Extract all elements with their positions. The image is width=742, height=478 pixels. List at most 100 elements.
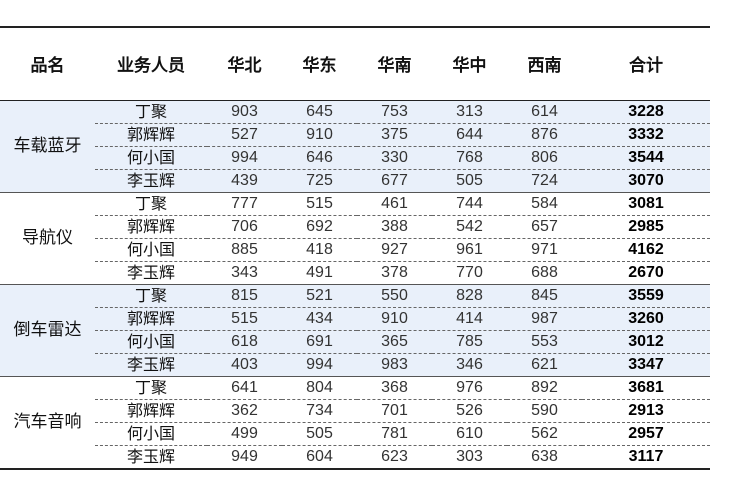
salesperson-cell[interactable]: 李玉辉: [95, 261, 207, 285]
region-value-cell[interactable]: 657: [507, 215, 582, 239]
salesperson-cell[interactable]: 何小国: [95, 146, 207, 170]
total-cell[interactable]: 3544: [582, 146, 710, 170]
region-value-cell[interactable]: 994: [207, 146, 282, 170]
salesperson-cell[interactable]: 李玉辉: [95, 445, 207, 470]
region-value-cell[interactable]: 378: [357, 261, 432, 285]
region-value-cell[interactable]: 461: [357, 192, 432, 216]
total-cell[interactable]: 4162: [582, 238, 710, 262]
region-value-cell[interactable]: 927: [357, 238, 432, 262]
region-value-cell[interactable]: 961: [432, 238, 507, 262]
region-value-cell[interactable]: 910: [357, 307, 432, 331]
total-cell[interactable]: 3347: [582, 353, 710, 377]
total-cell[interactable]: 3332: [582, 123, 710, 147]
region-value-cell[interactable]: 303: [432, 445, 507, 470]
region-value-cell[interactable]: 388: [357, 215, 432, 239]
region-value-cell[interactable]: 645: [282, 100, 357, 124]
region-value-cell[interactable]: 785: [432, 330, 507, 354]
region-value-cell[interactable]: 706: [207, 215, 282, 239]
region-value-cell[interactable]: 618: [207, 330, 282, 354]
region-value-cell[interactable]: 562: [507, 422, 582, 446]
region-value-cell[interactable]: 623: [357, 445, 432, 470]
region-value-cell[interactable]: 621: [507, 353, 582, 377]
header-total[interactable]: 合计: [582, 26, 710, 101]
region-value-cell[interactable]: 688: [507, 261, 582, 285]
region-value-cell[interactable]: 971: [507, 238, 582, 262]
product-name-cell[interactable]: 汽车音响: [0, 376, 95, 470]
region-value-cell[interactable]: 734: [282, 399, 357, 423]
product-name-cell[interactable]: 导航仪: [0, 192, 95, 285]
region-value-cell[interactable]: 724: [507, 169, 582, 193]
region-value-cell[interactable]: 375: [357, 123, 432, 147]
salesperson-cell[interactable]: 郭辉辉: [95, 215, 207, 239]
header-salesperson[interactable]: 业务人员: [95, 26, 207, 101]
total-cell[interactable]: 2670: [582, 261, 710, 285]
region-value-cell[interactable]: 983: [357, 353, 432, 377]
region-value-cell[interactable]: 725: [282, 169, 357, 193]
salesperson-cell[interactable]: 郭辉辉: [95, 123, 207, 147]
region-value-cell[interactable]: 691: [282, 330, 357, 354]
region-value-cell[interactable]: 987: [507, 307, 582, 331]
region-value-cell[interactable]: 777: [207, 192, 282, 216]
region-value-cell[interactable]: 584: [507, 192, 582, 216]
region-value-cell[interactable]: 677: [357, 169, 432, 193]
salesperson-cell[interactable]: 丁聚: [95, 376, 207, 400]
region-value-cell[interactable]: 550: [357, 284, 432, 308]
region-value-cell[interactable]: 313: [432, 100, 507, 124]
region-value-cell[interactable]: 828: [432, 284, 507, 308]
total-cell[interactable]: 3012: [582, 330, 710, 354]
region-value-cell[interactable]: 418: [282, 238, 357, 262]
total-cell[interactable]: 3559: [582, 284, 710, 308]
region-value-cell[interactable]: 527: [207, 123, 282, 147]
region-value-cell[interactable]: 692: [282, 215, 357, 239]
total-cell[interactable]: 3228: [582, 100, 710, 124]
header-north-china[interactable]: 华北: [207, 26, 282, 101]
region-value-cell[interactable]: 994: [282, 353, 357, 377]
total-cell[interactable]: 3117: [582, 445, 710, 470]
region-value-cell[interactable]: 976: [432, 376, 507, 400]
salesperson-cell[interactable]: 何小国: [95, 330, 207, 354]
region-value-cell[interactable]: 646: [282, 146, 357, 170]
region-value-cell[interactable]: 343: [207, 261, 282, 285]
region-value-cell[interactable]: 804: [282, 376, 357, 400]
region-value-cell[interactable]: 768: [432, 146, 507, 170]
region-value-cell[interactable]: 368: [357, 376, 432, 400]
region-value-cell[interactable]: 910: [282, 123, 357, 147]
salesperson-cell[interactable]: 丁聚: [95, 100, 207, 124]
product-name-cell[interactable]: 车载蓝牙: [0, 100, 95, 193]
region-value-cell[interactable]: 770: [432, 261, 507, 285]
region-value-cell[interactable]: 491: [282, 261, 357, 285]
region-value-cell[interactable]: 505: [282, 422, 357, 446]
region-value-cell[interactable]: 892: [507, 376, 582, 400]
salesperson-cell[interactable]: 丁聚: [95, 284, 207, 308]
total-cell[interactable]: 3260: [582, 307, 710, 331]
region-value-cell[interactable]: 590: [507, 399, 582, 423]
region-value-cell[interactable]: 521: [282, 284, 357, 308]
salesperson-cell[interactable]: 何小国: [95, 422, 207, 446]
salesperson-cell[interactable]: 郭辉辉: [95, 399, 207, 423]
header-east-china[interactable]: 华东: [282, 26, 357, 101]
region-value-cell[interactable]: 744: [432, 192, 507, 216]
region-value-cell[interactable]: 365: [357, 330, 432, 354]
region-value-cell[interactable]: 876: [507, 123, 582, 147]
region-value-cell[interactable]: 885: [207, 238, 282, 262]
region-value-cell[interactable]: 614: [507, 100, 582, 124]
product-name-cell[interactable]: 倒车雷达: [0, 284, 95, 377]
region-value-cell[interactable]: 638: [507, 445, 582, 470]
region-value-cell[interactable]: 434: [282, 307, 357, 331]
salesperson-cell[interactable]: 郭辉辉: [95, 307, 207, 331]
region-value-cell[interactable]: 499: [207, 422, 282, 446]
region-value-cell[interactable]: 526: [432, 399, 507, 423]
total-cell[interactable]: 2985: [582, 215, 710, 239]
region-value-cell[interactable]: 815: [207, 284, 282, 308]
region-value-cell[interactable]: 845: [507, 284, 582, 308]
header-central-china[interactable]: 华中: [432, 26, 507, 101]
region-value-cell[interactable]: 346: [432, 353, 507, 377]
salesperson-cell[interactable]: 李玉辉: [95, 169, 207, 193]
region-value-cell[interactable]: 701: [357, 399, 432, 423]
region-value-cell[interactable]: 515: [282, 192, 357, 216]
region-value-cell[interactable]: 903: [207, 100, 282, 124]
region-value-cell[interactable]: 330: [357, 146, 432, 170]
header-southwest[interactable]: 西南: [507, 26, 582, 101]
region-value-cell[interactable]: 949: [207, 445, 282, 470]
total-cell[interactable]: 3081: [582, 192, 710, 216]
